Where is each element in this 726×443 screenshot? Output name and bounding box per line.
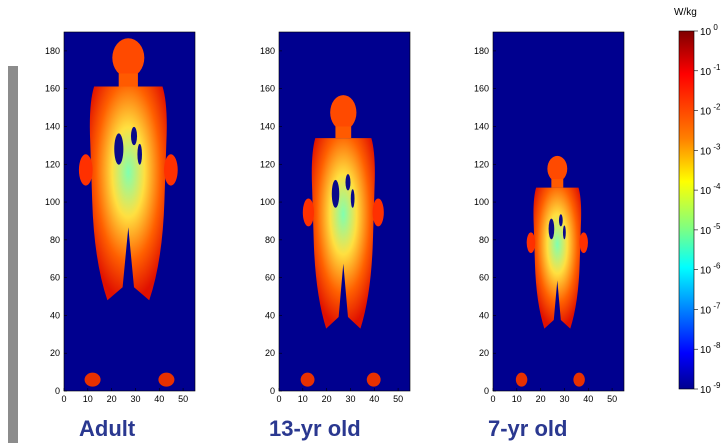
colorbar-gradient <box>678 30 695 390</box>
body-sar-map <box>300 95 384 387</box>
y-tick-label: 0 <box>484 386 489 396</box>
colorbar-tick-label: 10 -7 <box>700 301 721 316</box>
x-tick-label: 50 <box>393 394 403 404</box>
y-tick-label: 100 <box>45 197 60 207</box>
y-tick-label: 60 <box>265 273 275 283</box>
panel-1: 0 20 40 60 80 100 120 140 160 180 0 10 20 30 40 50 <box>260 31 411 404</box>
body-sar-map <box>515 155 588 387</box>
panel-label-adult: Adult <box>79 416 136 441</box>
colorbar: W/kg 10 0 10 -1 10 -2 10 -3 10 -4 10 -5 10 -6 1… <box>674 7 721 396</box>
y-tick-label: 140 <box>474 121 489 131</box>
y-tick-label: 180 <box>260 46 275 56</box>
y-tick-label: 40 <box>50 310 60 320</box>
y-tick-label: 60 <box>479 273 489 283</box>
y-tick-label: 100 <box>474 197 489 207</box>
y-tick-label: 120 <box>45 159 60 169</box>
slide-left-accent-bar <box>8 66 18 443</box>
y-tick-label: 20 <box>265 348 275 358</box>
y-tick-label: 160 <box>45 84 60 94</box>
y-tick-label: 40 <box>479 310 489 320</box>
colorbar-tick-label: 10 -9 <box>700 381 721 396</box>
y-tick-label: 60 <box>50 273 60 283</box>
x-tick-label: 40 <box>583 394 593 404</box>
colorbar-unit: W/kg <box>674 7 697 18</box>
y-tick-label: 160 <box>260 84 275 94</box>
body-sar-map <box>78 38 178 387</box>
x-tick-label: 0 <box>490 394 495 404</box>
x-tick-label: 20 <box>107 394 117 404</box>
y-tick-label: 180 <box>474 46 489 56</box>
y-tick-label: 120 <box>474 159 489 169</box>
x-tick-label: 40 <box>154 394 164 404</box>
y-tick-label: 100 <box>260 197 275 207</box>
x-tick-label: 40 <box>369 394 379 404</box>
y-tick-label: 140 <box>260 121 275 131</box>
y-tick-label: 160 <box>474 84 489 94</box>
y-tick-label: 20 <box>50 348 60 358</box>
y-tick-label: 0 <box>270 386 275 396</box>
x-tick-label: 0 <box>276 394 281 404</box>
y-tick-label: 0 <box>55 386 60 396</box>
colorbar-tick-label: 10 -5 <box>700 222 721 237</box>
colorbar-tick-label: 10 -6 <box>700 262 721 277</box>
panel-2: 0 20 40 60 80 100 120 140 160 180 0 10 20 30 40 50 <box>474 31 625 404</box>
colorbar-tick-label: 10 -8 <box>700 341 721 356</box>
y-tick-label: 140 <box>45 121 60 131</box>
x-tick-label: 30 <box>130 394 140 404</box>
y-tick-label: 180 <box>45 46 60 56</box>
x-tick-label: 50 <box>607 394 617 404</box>
x-tick-label: 10 <box>512 394 522 404</box>
colorbar-tick-label: 10 -3 <box>700 142 721 157</box>
x-tick-label: 20 <box>322 394 332 404</box>
y-tick-label: 80 <box>50 235 60 245</box>
panel-label-13yr: 13-yr old <box>269 416 361 441</box>
x-tick-label: 0 <box>61 394 66 404</box>
y-tick-label: 20 <box>479 348 489 358</box>
x-tick-label: 10 <box>298 394 308 404</box>
colorbar-tick-label: 10 -2 <box>700 103 721 118</box>
x-tick-label: 10 <box>83 394 93 404</box>
y-tick-label: 120 <box>260 159 275 169</box>
y-tick-label: 40 <box>265 310 275 320</box>
colorbar-tick-label: 10 0 <box>700 23 718 38</box>
y-tick-label: 80 <box>265 235 275 245</box>
x-tick-label: 30 <box>345 394 355 404</box>
colorbar-tick-label: 10 -1 <box>700 63 721 78</box>
colorbar-tick-label: 10 -4 <box>700 182 721 197</box>
x-tick-label: 20 <box>536 394 546 404</box>
x-tick-label: 50 <box>178 394 188 404</box>
panel-0: 0 20 40 60 80 100 120 140 160 180 0 10 20 30 40 50 <box>45 31 196 404</box>
x-tick-label: 30 <box>559 394 569 404</box>
y-tick-label: 80 <box>479 235 489 245</box>
panel-label-7yr: 7-yr old <box>488 416 568 441</box>
